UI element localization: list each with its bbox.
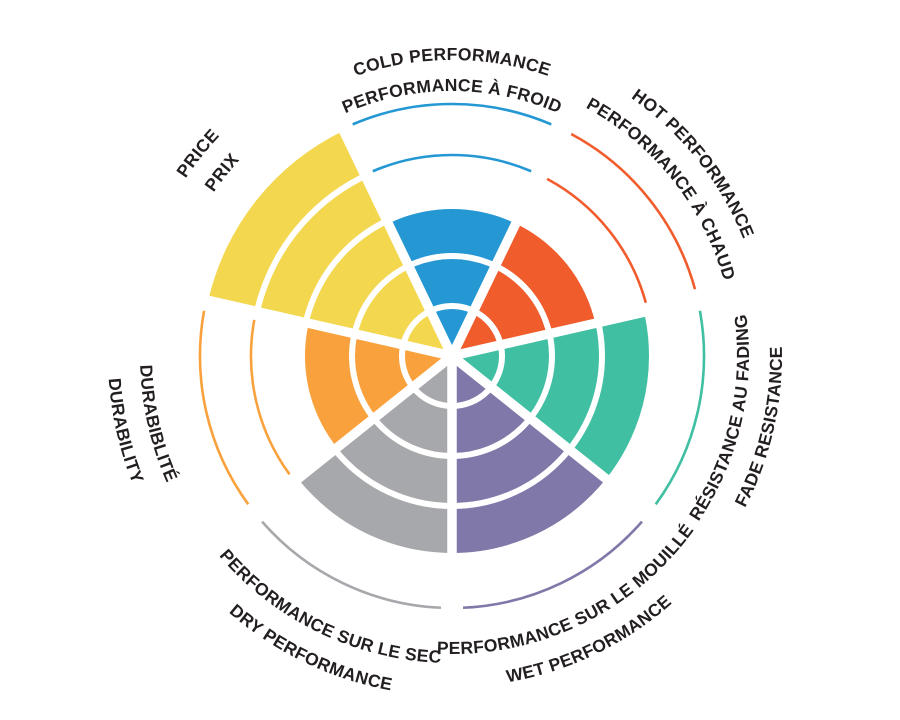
- level-arc-durability-5: [198, 310, 250, 506]
- label-dry-fr: PERFORMANCE SUR LE SEC: [216, 545, 442, 667]
- wedge-price-fill: [208, 130, 452, 356]
- wedge-separator-1: [450, 293, 707, 361]
- wedge-separator-4: [245, 352, 455, 522]
- level-arc-hot-5: [570, 132, 697, 290]
- wedge-durability-fill: [301, 322, 452, 450]
- level-arc-cold-4: [372, 153, 532, 173]
- level-arc-wet-5: [462, 520, 643, 610]
- level-arc-durability-4: [249, 319, 291, 476]
- wedge-separator-5: [197, 293, 454, 361]
- label-cold-en: COLD PERFORMANCE: [351, 44, 554, 80]
- wedge-cold-fill: [386, 205, 518, 356]
- wedge-dry-fill: [295, 356, 452, 556]
- wedge-separator-6: [334, 119, 457, 359]
- level-arc-hot-4: [546, 177, 648, 304]
- wedge-separator-2: [449, 352, 659, 522]
- label-dry-fr-text: PERFORMANCE SUR LE SEC: [216, 545, 442, 667]
- wedge-separator-0: [447, 119, 570, 359]
- label-cold-fr: PERFORMANCE À FROID: [339, 75, 565, 117]
- label-cold-en-text: COLD PERFORMANCE: [351, 44, 553, 80]
- level-arc-dry-5: [261, 520, 442, 610]
- label-cold-fr-text: PERFORMANCE À FROID: [339, 75, 565, 117]
- wedge-wet-fill: [452, 356, 609, 556]
- level-arc-cold-5: [352, 102, 552, 126]
- level-arc-fade-5: [654, 310, 706, 506]
